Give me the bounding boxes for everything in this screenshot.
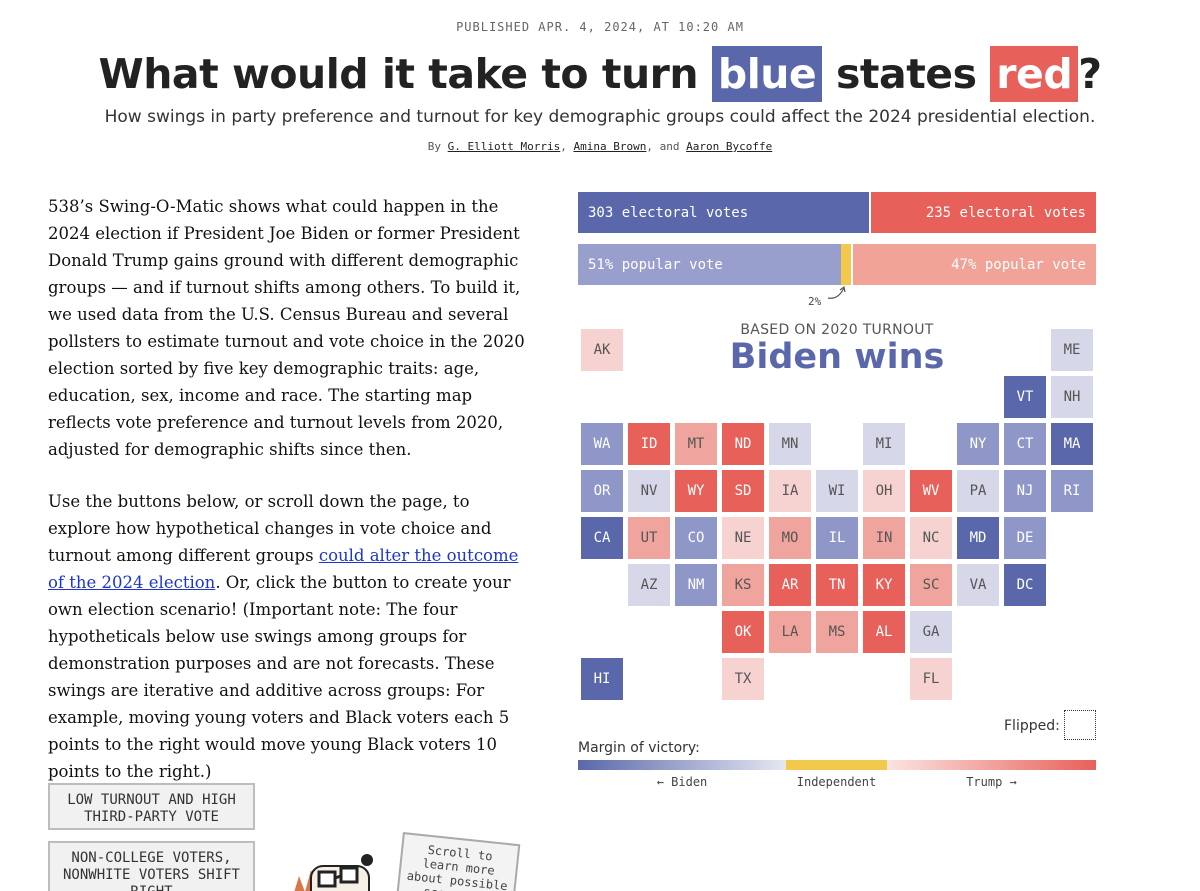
author-link[interactable]: Amina Brown (573, 140, 647, 153)
state-tile-oh[interactable]: OH (863, 470, 905, 512)
byline: By G. Elliott Morris, Amina Brown, and A… (0, 140, 1200, 153)
state-tile-ct[interactable]: CT (1004, 423, 1046, 465)
independent-share-label: 2% (808, 295, 822, 308)
byline-separator: , (560, 140, 567, 153)
state-tile-nv[interactable]: NV (628, 470, 670, 512)
state-tile-md[interactable]: MD (957, 517, 999, 559)
election-outcome-link[interactable]: could alter the outcome of the 2024 elec… (48, 546, 519, 592)
noncollege-nonwhite-scenario-button[interactable]: NON-COLLEGE VOTERS, NONWHITE VOTERS SHIF… (48, 841, 255, 891)
legend-biden-label: ← Biden (656, 775, 708, 789)
state-tile-nc[interactable]: NC (910, 517, 952, 559)
turnout-basis-label: BASED ON 2020 TURNOUT (740, 322, 934, 338)
state-tile-wy[interactable]: WY (675, 470, 717, 512)
mascot-illustration-icon (294, 854, 373, 891)
publish-date: PUBLISHED APR. 4, 2024, AT 10:20 AM (456, 20, 744, 34)
author-link[interactable]: Aaron Bycoffe (686, 140, 773, 153)
state-tile-or[interactable]: OR (581, 470, 623, 512)
curved-arrow-icon (827, 285, 846, 299)
state-tile-mt[interactable]: MT (675, 423, 717, 465)
legend-independent-swatch (786, 760, 887, 770)
author-link[interactable]: G. Elliott Morris (447, 140, 561, 153)
state-tile-ma[interactable]: MA (1051, 423, 1093, 465)
subtitle: How swings in party preference and turno… (104, 107, 1096, 127)
state-tile-ga[interactable]: GA (910, 611, 952, 653)
bar-divider (868, 192, 871, 233)
state-tile-ms[interactable]: MS (816, 611, 858, 653)
state-tile-ia[interactable]: IA (769, 470, 811, 512)
state-tile-pa[interactable]: PA (957, 470, 999, 512)
state-tile-me[interactable]: ME (1051, 329, 1093, 371)
bar-divider (851, 244, 854, 285)
state-tile-az[interactable]: AZ (628, 564, 670, 606)
state-tile-mn[interactable]: MN (769, 423, 811, 465)
page-title: What would it take to turn blue states r… (0, 46, 1200, 102)
state-tile-dc[interactable]: DC (1004, 564, 1046, 606)
title-highlight-blue: blue (711, 46, 823, 102)
intro-paragraph: 538’s Swing-O-Matic shows what could hap… (48, 197, 525, 459)
title-highlight-red: red (990, 46, 1079, 102)
state-tile-wv[interactable]: WV (910, 470, 952, 512)
state-tile-de[interactable]: DE (1004, 517, 1046, 559)
paragraph-text: . Or, click the button to create your ow… (48, 573, 511, 781)
state-tile-id[interactable]: ID (628, 423, 670, 465)
paragraph-text: Use the buttons below, or scroll down th… (48, 492, 492, 565)
byline-prefix: By (427, 140, 442, 153)
instructions-paragraph: Use the buttons below, or scroll down th… (48, 488, 528, 785)
state-tile-ar[interactable]: AR (769, 564, 811, 606)
byline-separator: , and (646, 140, 680, 153)
state-tile-nd[interactable]: ND (722, 423, 764, 465)
legend-trump-label: Trump → (966, 775, 1017, 789)
electoral-vote-bar: 303 electoral votes 235 electoral votes (578, 192, 1096, 233)
popular-vote-independent (841, 244, 852, 285)
state-tile-sd[interactable]: SD (722, 470, 764, 512)
flipped-legend-label: Flipped: (1004, 718, 1060, 734)
state-tile-il[interactable]: IL (816, 517, 858, 559)
title-part: What would it take to turn (98, 50, 699, 98)
flipped-legend-swatch (1064, 710, 1096, 740)
electoral-votes-biden: 303 electoral votes (578, 192, 869, 233)
scroll-hint-note: Scroll to learn more about possible scen… (395, 832, 521, 891)
state-tile-la[interactable]: LA (769, 611, 811, 653)
title-part: states (836, 50, 977, 98)
state-tile-ok[interactable]: OK (722, 611, 764, 653)
state-tile-tn[interactable]: TN (816, 564, 858, 606)
popular-vote-trump: 47% popular vote (853, 244, 1096, 285)
state-tile-nm[interactable]: NM (675, 564, 717, 606)
popular-vote-biden: 51% popular vote (578, 244, 842, 285)
state-tile-ri[interactable]: RI (1051, 470, 1093, 512)
state-tile-wi[interactable]: WI (816, 470, 858, 512)
legend-trump-gradient (887, 760, 1096, 770)
state-tile-wa[interactable]: WA (581, 423, 623, 465)
state-tile-tx[interactable]: TX (722, 658, 764, 700)
state-tile-ne[interactable]: NE (722, 517, 764, 559)
state-tile-ut[interactable]: UT (628, 517, 670, 559)
state-tile-sc[interactable]: SC (910, 564, 952, 606)
state-tile-fl[interactable]: FL (910, 658, 952, 700)
state-tile-va[interactable]: VA (957, 564, 999, 606)
low-turnout-scenario-button[interactable]: LOW TURNOUT AND HIGH THIRD-PARTY VOTE (48, 783, 255, 830)
state-tile-ca[interactable]: CA (581, 517, 623, 559)
state-tile-al[interactable]: AL (863, 611, 905, 653)
state-tile-in[interactable]: IN (863, 517, 905, 559)
state-tile-nj[interactable]: NJ (1004, 470, 1046, 512)
state-tile-nh[interactable]: NH (1051, 376, 1093, 418)
state-tile-ky[interactable]: KY (863, 564, 905, 606)
state-tile-ny[interactable]: NY (957, 423, 999, 465)
title-part: ? (1078, 50, 1102, 98)
state-tile-ks[interactable]: KS (722, 564, 764, 606)
state-tile-mi[interactable]: MI (863, 423, 905, 465)
popular-vote-bar: 51% popular vote 47% popular vote (578, 244, 1096, 285)
state-tile-mo[interactable]: MO (769, 517, 811, 559)
legend-independent-label: Independent (796, 775, 877, 789)
state-tile-co[interactable]: CO (675, 517, 717, 559)
margin-legend-title: Margin of victory: (578, 740, 700, 756)
legend-biden-gradient (578, 760, 786, 770)
state-tile-vt[interactable]: VT (1004, 376, 1046, 418)
electoral-votes-trump: 235 electoral votes (870, 192, 1096, 233)
state-tile-ak[interactable]: AK (581, 329, 623, 371)
winner-headline: Biden wins (729, 337, 945, 377)
state-tile-hi[interactable]: HI (581, 658, 623, 700)
